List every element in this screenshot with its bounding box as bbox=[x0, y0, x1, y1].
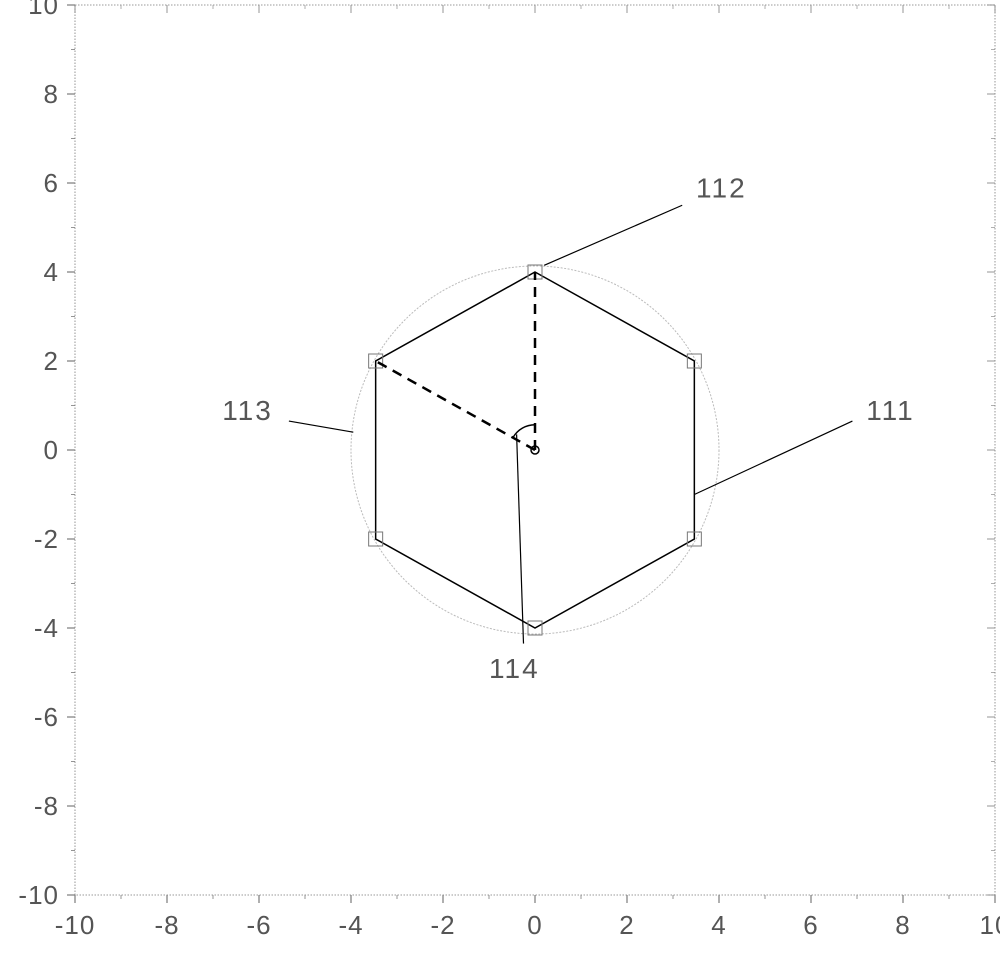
x-tick-label: 4 bbox=[711, 910, 726, 940]
y-tick-label: 2 bbox=[44, 346, 59, 376]
x-tick-label: 10 bbox=[980, 910, 1000, 940]
y-tick-label: 4 bbox=[44, 257, 59, 287]
x-tick-label: -2 bbox=[430, 910, 455, 940]
y-tick-label: -10 bbox=[18, 880, 59, 910]
y-tick-label: 10 bbox=[28, 0, 59, 20]
annotation-label: 113 bbox=[222, 395, 273, 426]
y-tick-label: -2 bbox=[34, 524, 59, 554]
x-tick-label: 0 bbox=[527, 910, 542, 940]
x-tick-label: -8 bbox=[154, 910, 179, 940]
y-tick-label: -4 bbox=[34, 613, 59, 643]
annotation-label: 111 bbox=[866, 395, 915, 426]
x-tick-label: -6 bbox=[246, 910, 271, 940]
x-tick-label: 8 bbox=[895, 910, 910, 940]
annotation-label: 114 bbox=[489, 653, 540, 684]
x-tick-label: -10 bbox=[55, 910, 96, 940]
diagram-svg: -10 -8 -6 -4 -2 0 2 4 6 8 10 -10 -8 -6 -4 -2 0 2 4 6 8 10 111 1… bbox=[0, 0, 1000, 964]
y-tick-label: -8 bbox=[34, 791, 59, 821]
x-tick-label: 2 bbox=[619, 910, 634, 940]
x-tick-label: -4 bbox=[338, 910, 363, 940]
y-tick-label: 6 bbox=[44, 168, 59, 198]
chart-container: -10 -8 -6 -4 -2 0 2 4 6 8 10 -10 -8 -6 -4 -2 0 2 4 6 8 10 111 1… bbox=[0, 0, 1000, 964]
y-tick-label: -6 bbox=[34, 702, 59, 732]
y-tick-label: 8 bbox=[44, 79, 59, 109]
y-tick-label: 0 bbox=[44, 435, 59, 465]
x-tick-label: 6 bbox=[803, 910, 818, 940]
annotation-label: 112 bbox=[696, 172, 747, 203]
